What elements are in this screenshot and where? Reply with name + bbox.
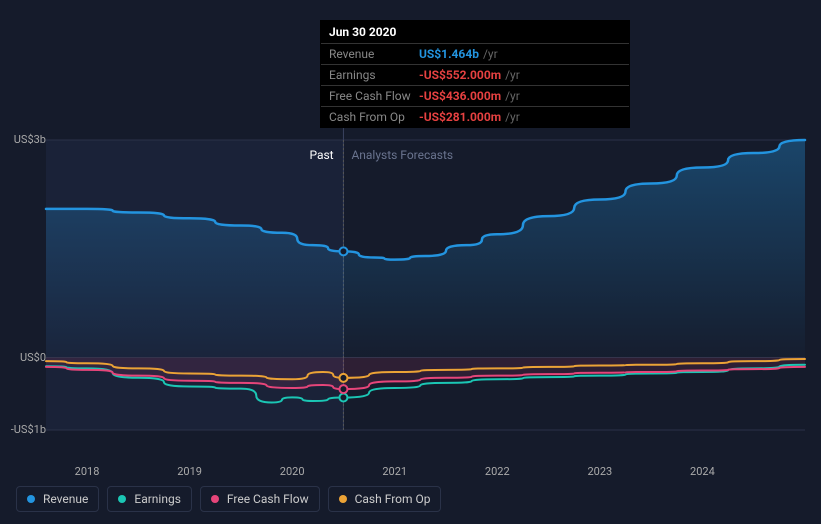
tooltip-row-value: -US$281.000m bbox=[419, 110, 501, 124]
tooltip-row-unit: /yr bbox=[505, 68, 520, 82]
tooltip-row-unit: /yr bbox=[483, 47, 498, 61]
tooltip-row-label: Earnings bbox=[329, 68, 419, 82]
legend-dot bbox=[118, 495, 126, 503]
x-axis-label: 2022 bbox=[485, 465, 510, 478]
tooltip-rows: RevenueUS$1.464b/yrEarnings-US$552.000m/… bbox=[321, 44, 629, 127]
legend-label: Revenue bbox=[43, 492, 88, 506]
legend-dot bbox=[27, 495, 35, 503]
y-axis-label: -US$1b bbox=[6, 423, 46, 436]
tooltip-date: Jun 30 2020 bbox=[321, 21, 629, 44]
tooltip-row: Free Cash Flow-US$436.000m/yr bbox=[321, 86, 629, 107]
chart-svg bbox=[16, 120, 805, 440]
tooltip-row-unit: /yr bbox=[505, 89, 520, 103]
legend-dot bbox=[339, 495, 347, 503]
legend-label: Free Cash Flow bbox=[227, 492, 309, 506]
tooltip-row-label: Free Cash Flow bbox=[329, 89, 419, 103]
tooltip-row-value: -US$552.000m bbox=[419, 68, 501, 82]
y-axis-label: US$0 bbox=[6, 351, 46, 364]
tooltip-row-label: Cash From Op bbox=[329, 110, 419, 124]
legend-item-cfo[interactable]: Cash From Op bbox=[328, 486, 442, 512]
tooltip-row: Cash From Op-US$281.000m/yr bbox=[321, 107, 629, 127]
legend-label: Earnings bbox=[134, 492, 181, 506]
forecast-label: Analysts Forecasts bbox=[351, 148, 453, 162]
financial-chart[interactable]: US$3bUS$0-US$1b2018201920202021202220232… bbox=[16, 120, 805, 460]
chart-legend: Revenue Earnings Free Cash Flow Cash From O… bbox=[16, 486, 441, 512]
tooltip-row-unit: /yr bbox=[505, 110, 520, 124]
x-axis-label: 2020 bbox=[280, 465, 305, 478]
tooltip-row-label: Revenue bbox=[329, 47, 419, 61]
tooltip-row: RevenueUS$1.464b/yr bbox=[321, 44, 629, 65]
y-axis-label: US$3b bbox=[6, 133, 46, 146]
legend-item-earnings[interactable]: Earnings bbox=[107, 486, 192, 512]
x-axis-label: 2024 bbox=[690, 465, 715, 478]
x-axis-label: 2023 bbox=[587, 465, 612, 478]
past-label: Past bbox=[309, 148, 333, 162]
x-axis-label: 2018 bbox=[75, 465, 100, 478]
x-axis-label: 2019 bbox=[177, 465, 202, 478]
tooltip-row-value: US$1.464b bbox=[419, 47, 479, 61]
legend-label: Cash From Op bbox=[355, 492, 431, 506]
tooltip-row: Earnings-US$552.000m/yr bbox=[321, 65, 629, 86]
legend-item-revenue[interactable]: Revenue bbox=[16, 486, 99, 512]
legend-dot bbox=[211, 495, 219, 503]
legend-item-fcf[interactable]: Free Cash Flow bbox=[200, 486, 320, 512]
tooltip-row-value: -US$436.000m bbox=[419, 89, 501, 103]
x-axis-label: 2021 bbox=[382, 465, 407, 478]
chart-tooltip: Jun 30 2020 RevenueUS$1.464b/yrEarnings-… bbox=[320, 20, 630, 128]
